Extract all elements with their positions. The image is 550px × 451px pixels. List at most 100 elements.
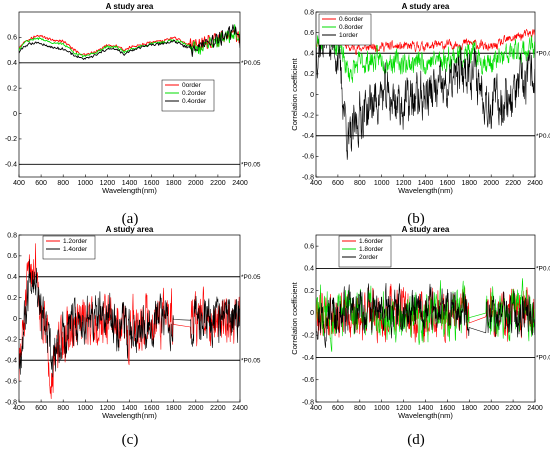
x-tick-label: 1200 — [396, 180, 412, 187]
legend-entry: 0.4order — [182, 98, 207, 105]
x-tick-label: 1400 — [418, 180, 434, 187]
legend-entry: 2order — [359, 254, 379, 261]
x-tick-label: 2000 — [483, 405, 499, 412]
y-tick-label: -0.8 — [302, 174, 314, 181]
panel-label: (c) — [122, 432, 139, 448]
series-group — [19, 24, 240, 60]
x-tick-label: 1200 — [396, 405, 412, 412]
y-axis-label: Correlation coefficient — [0, 57, 2, 130]
legend-entry: 0.6order — [339, 16, 364, 23]
y-tick-label: 0.6 — [304, 30, 314, 37]
x-tick-label: 600 — [35, 405, 47, 412]
x-axis-label: Wavelength(nm) — [398, 411, 453, 420]
y-tick-label: 0.4 — [7, 60, 17, 67]
chart-panel-3: A study area 400 600 800 1000 1200 1400 1600 180… — [0, 225, 261, 448]
chart-title: A study area — [106, 2, 154, 11]
y-tick-label: -0.8 — [302, 399, 314, 406]
y-tick-label: -0.4 — [5, 358, 17, 365]
x-tick-label: 2000 — [188, 180, 204, 187]
chart-panel-1: A study area 400 600 800 1000 1200 1400 1600 180… — [0, 2, 261, 227]
y-tick-label: 0 — [13, 316, 17, 323]
x-tick-label: 400 — [13, 405, 25, 412]
x-axis-label: Wavelength(nm) — [102, 186, 157, 195]
y-tick-label: 0.4 — [304, 51, 314, 58]
chart-title: A study area — [402, 225, 450, 234]
y-tick-label: 0.6 — [7, 35, 17, 42]
y-tick-label: 0.8 — [304, 9, 314, 16]
x-tick-label: 1400 — [122, 180, 138, 187]
y-tick-label: -0.6 — [302, 377, 314, 384]
chart-panel-2: A study area 400 600 800 1000 1200 1400 1600 180… — [290, 2, 550, 227]
x-tick-label: 1400 — [418, 405, 434, 412]
x-tick-label: 1000 — [78, 180, 94, 187]
x-tick-label: 1600 — [144, 405, 160, 412]
legend-entry: 0.8order — [339, 24, 364, 31]
panel-label: (a) — [122, 211, 139, 227]
y-tick-label: 0.6 — [304, 243, 314, 250]
x-tick-label: 1800 — [462, 180, 478, 187]
x-tick-label: 1200 — [100, 405, 116, 412]
x-tick-label: 1600 — [440, 405, 456, 412]
x-tick-label: 400 — [310, 405, 322, 412]
significance-label: *P0.05 — [241, 162, 261, 169]
x-tick-label: 2000 — [188, 405, 204, 412]
y-tick-label: 0.4 — [304, 266, 314, 273]
y-tick-label: -0.2 — [302, 112, 314, 119]
series-line-2order — [316, 283, 535, 348]
series-line-0-8order — [316, 27, 535, 83]
x-tick-label: 600 — [332, 405, 344, 412]
y-tick-label: 0.4 — [7, 274, 17, 281]
chart-title: A study area — [402, 2, 450, 11]
y-axis-label: Correlation coefficient — [290, 281, 299, 354]
significance-label: *P0.05 — [536, 266, 550, 273]
legend-entry: 1.2order — [63, 238, 88, 245]
x-tick-label: 800 — [57, 180, 69, 187]
y-tick-label: 0.2 — [7, 295, 17, 302]
x-tick-label: 1000 — [374, 180, 390, 187]
x-tick-label: 600 — [332, 180, 344, 187]
y-tick-label: -0.4 — [302, 133, 314, 140]
legend-entry: 1.4order — [63, 246, 88, 253]
x-tick-label: 2400 — [232, 180, 248, 187]
x-tick-label: 1200 — [100, 180, 116, 187]
x-tick-label: 1800 — [166, 405, 182, 412]
x-tick-label: 2000 — [483, 180, 499, 187]
panel-label: (b) — [407, 211, 425, 227]
y-tick-label: 0.6 — [7, 253, 17, 260]
y-tick-label: -0.4 — [5, 162, 17, 169]
x-tick-label: 1600 — [144, 180, 160, 187]
legend-entry: 1order — [339, 32, 359, 39]
x-tick-label: 1400 — [122, 405, 138, 412]
y-tick-label: -0.6 — [302, 154, 314, 161]
x-tick-label: 1800 — [166, 180, 182, 187]
panel-label: (d) — [407, 432, 425, 448]
legend-entry: 0.2order — [182, 90, 207, 97]
x-tick-label: 800 — [354, 180, 366, 187]
legend-entry: 1.8order — [359, 246, 384, 253]
y-tick-label: -0.2 — [302, 333, 314, 340]
x-tick-label: 2200 — [210, 405, 226, 412]
chart-title: A study area — [106, 225, 154, 234]
x-tick-label: 1000 — [374, 405, 390, 412]
x-tick-label: 2200 — [505, 180, 521, 187]
significance-label: *P0.05 — [536, 133, 550, 140]
x-axis-label: Wavelength(nm) — [102, 411, 157, 420]
legend-entry: 1.6order — [359, 238, 384, 245]
series-line-1-8order — [316, 278, 535, 352]
y-tick-label: 0.2 — [304, 288, 314, 295]
y-axis-label: Correlation coefficient — [0, 281, 2, 354]
x-tick-label: 1800 — [462, 405, 478, 412]
x-tick-label: 800 — [354, 405, 366, 412]
x-tick-label: 2400 — [527, 405, 543, 412]
y-tick-label: 0.8 — [7, 232, 17, 239]
y-tick-label: 0 — [13, 111, 17, 118]
x-tick-label: 400 — [13, 180, 25, 187]
chart-panel-4: A study area 400 600 800 1000 1200 1400 1600 180… — [290, 225, 550, 448]
x-axis-label: Wavelength(nm) — [398, 186, 453, 195]
series-line-1order — [316, 13, 535, 160]
